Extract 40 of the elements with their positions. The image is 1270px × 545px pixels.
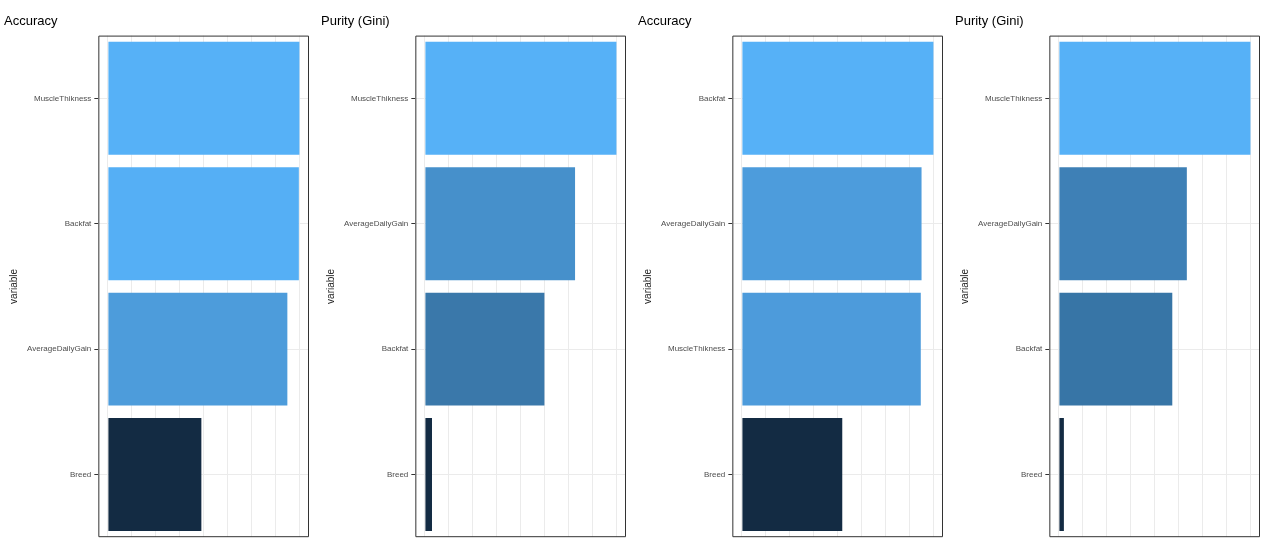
bar (1059, 418, 1064, 531)
bar (1059, 292, 1173, 406)
y-tick-label: MuscleThikness (984, 93, 1043, 103)
y-tick-label: Breed (69, 469, 92, 479)
chart-title: Accuracy (638, 13, 692, 29)
bar (742, 418, 843, 531)
y-tick-label: Breed (1020, 469, 1043, 479)
y-tick-label: AverageDailyGain (977, 218, 1043, 228)
bar (108, 292, 288, 406)
bar (742, 292, 921, 406)
y-tick-label: Backfat (381, 344, 410, 354)
bar (742, 41, 934, 155)
y-axis-title: variable (641, 268, 653, 304)
bar (1059, 167, 1187, 281)
y-tick-label: Backfat (1015, 344, 1044, 354)
y-axis-title: variable (958, 268, 970, 304)
chart-title: Purity (Gini) (321, 13, 390, 29)
bar (425, 167, 576, 281)
y-tick-label: AverageDailyGain (343, 218, 409, 228)
y-tick-label: AverageDailyGain (26, 344, 92, 354)
bar (108, 167, 299, 281)
bar (742, 167, 922, 281)
y-tick-label: MuscleThikness (350, 93, 409, 103)
bar (1059, 41, 1251, 155)
y-axis-title: variable (7, 268, 19, 304)
y-tick-label: Backfat (64, 218, 93, 228)
bar (425, 418, 432, 531)
bar (425, 292, 545, 406)
y-axis-title: variable (324, 268, 336, 304)
bar (108, 41, 300, 155)
bar (425, 41, 617, 155)
y-tick-label: MuscleThikness (33, 93, 92, 103)
bar (108, 418, 202, 531)
y-tick-label: AverageDailyGain (660, 218, 726, 228)
chart-title: Purity (Gini) (955, 13, 1024, 29)
y-tick-label: Breed (703, 469, 726, 479)
y-tick-label: MuscleThikness (667, 344, 726, 354)
y-tick-label: Backfat (698, 93, 727, 103)
y-tick-label: Breed (386, 469, 409, 479)
chart-title: Accuracy (4, 13, 58, 29)
